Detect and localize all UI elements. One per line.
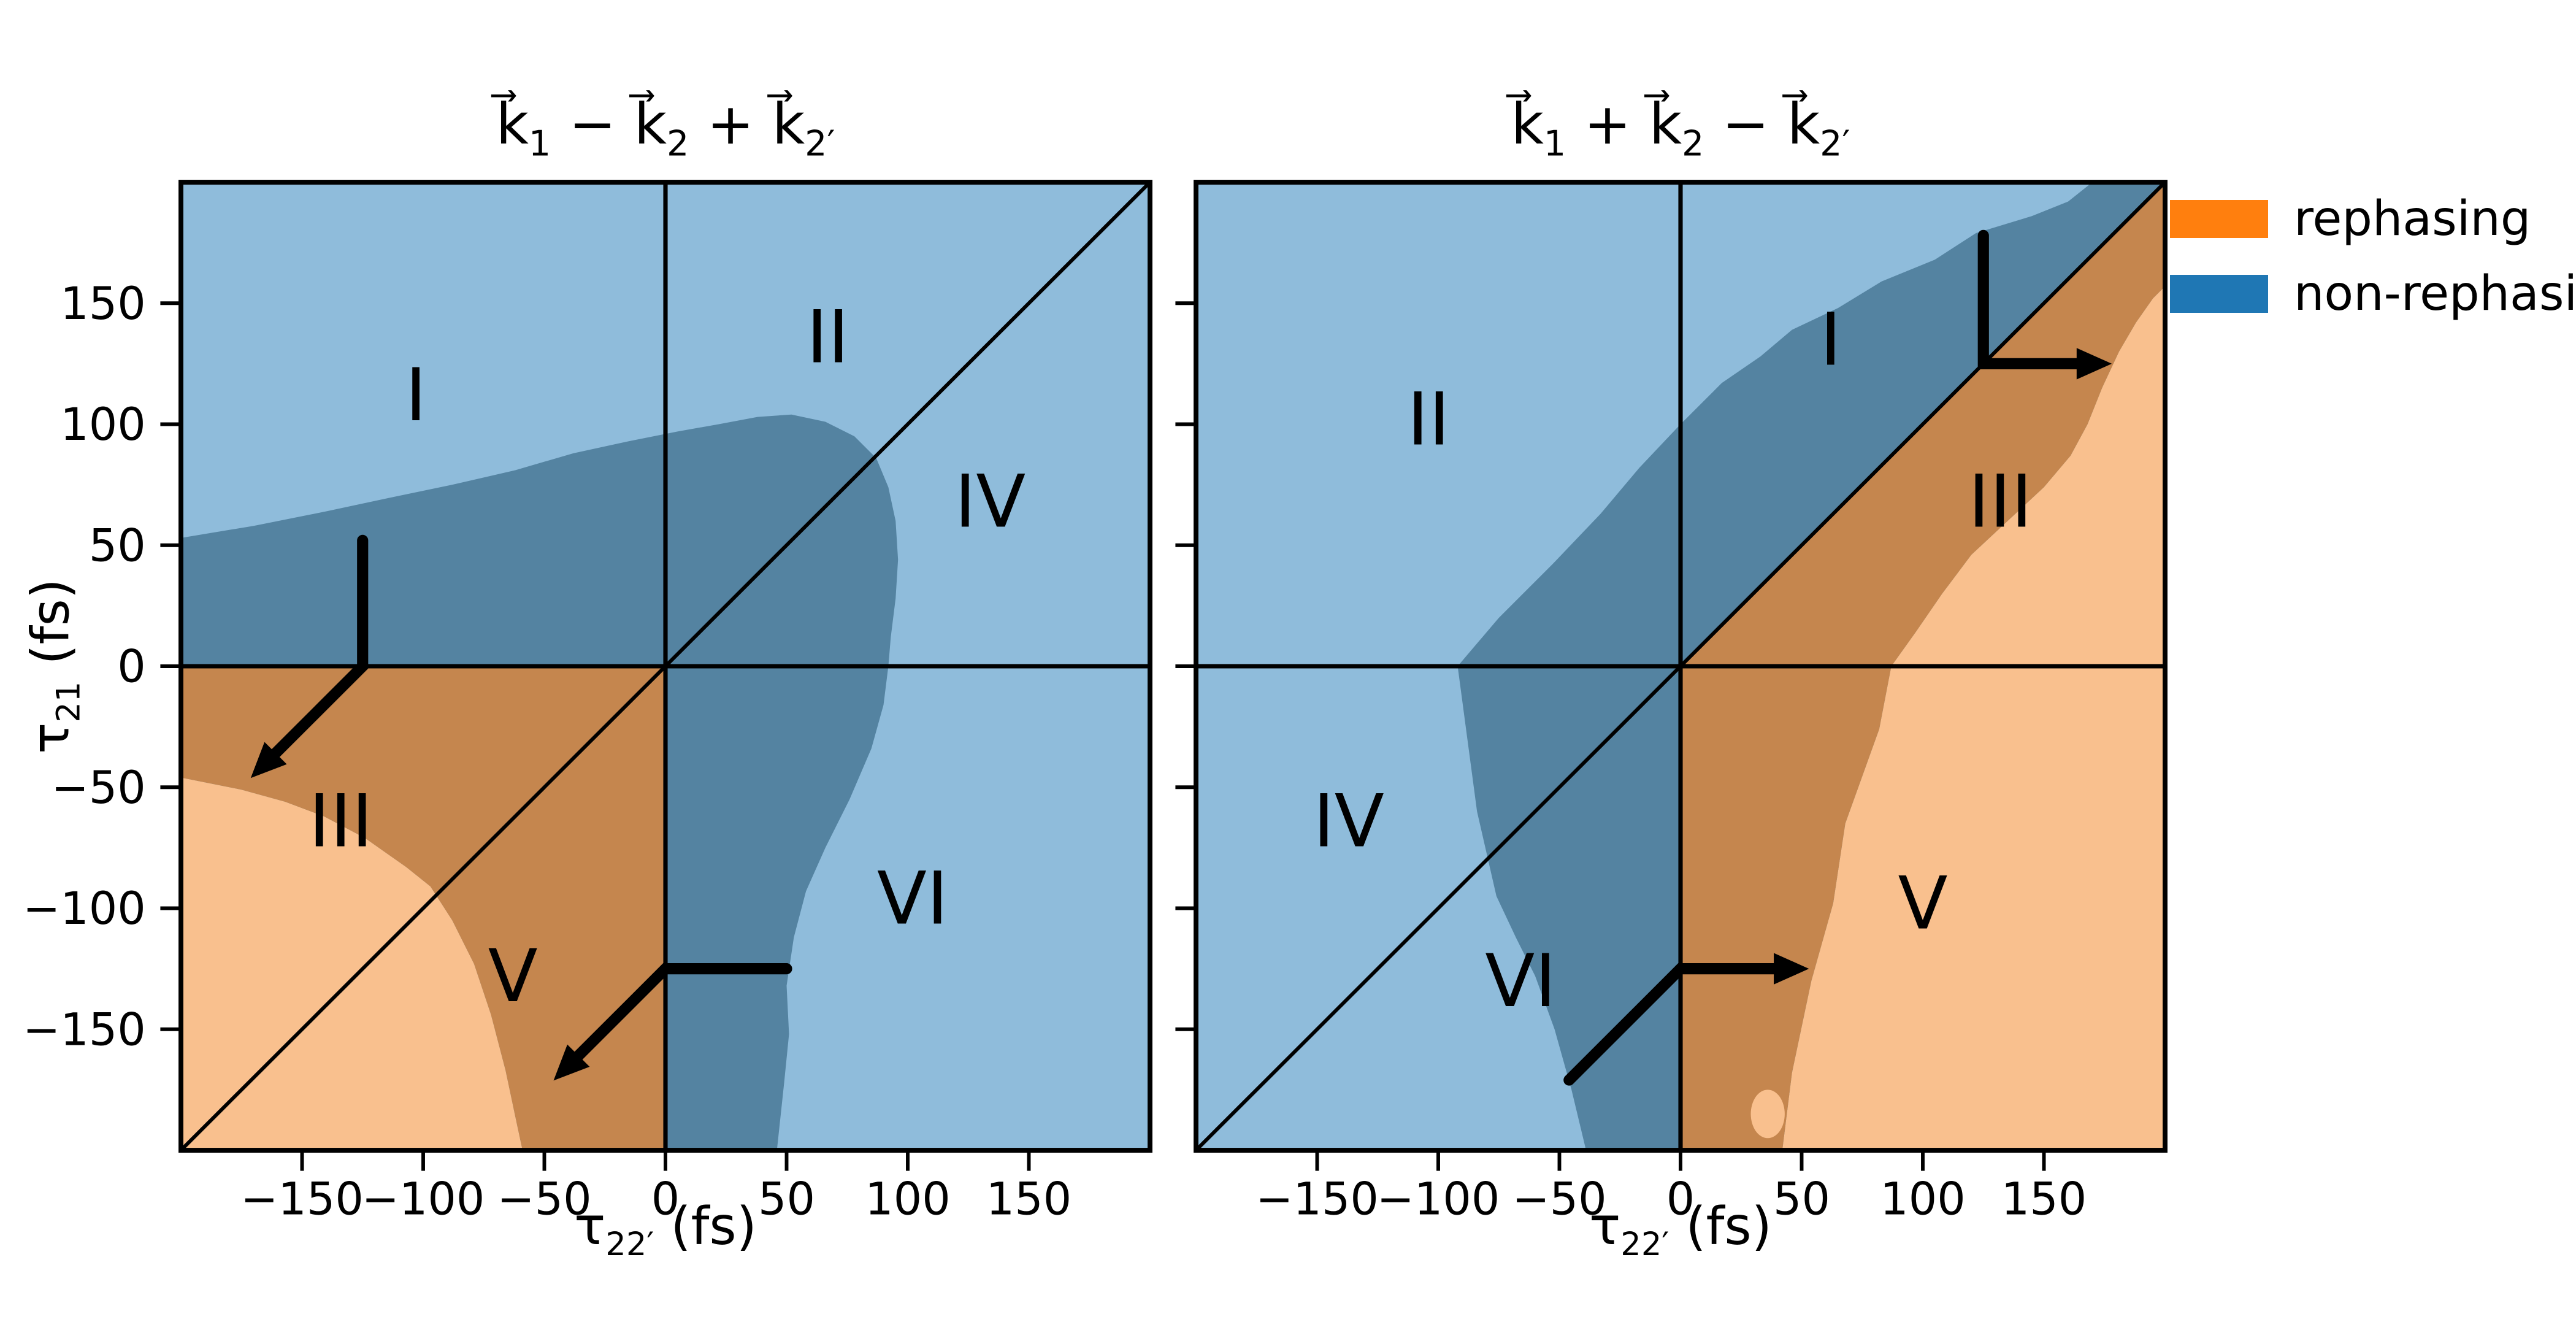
x-tick-label: 0	[1666, 1174, 1695, 1226]
left-panel-title: k⃗1 − k⃗2 + k⃗2′	[181, 93, 1150, 163]
right-title-token-text: k⃗	[1649, 91, 1682, 157]
legend-swatch-non-rephasing	[2170, 275, 2268, 313]
xlabel-token-text: (fs)	[1669, 1196, 1772, 1257]
region-label-II: II	[807, 295, 849, 380]
arrow-head	[553, 1044, 590, 1081]
pulse-sequence-arrow	[570, 963, 792, 1064]
pulse-sequence-arrow	[267, 534, 369, 762]
region-label-II: II	[1407, 377, 1450, 462]
left-title-token-sub: 1	[528, 123, 551, 164]
region-label-IV: IV	[954, 459, 1025, 544]
xlabel-token-text: τ	[574, 1196, 606, 1257]
left-title-token-text: −	[551, 91, 634, 157]
y-tick-label: −150	[23, 1004, 146, 1056]
x-tick-label: −50	[1512, 1174, 1606, 1226]
pulse-sequence-arrow	[1977, 229, 2086, 369]
y-tick-label: 150	[60, 278, 145, 330]
left-title-token-text: +	[689, 91, 772, 157]
x-tick-label: 0	[651, 1174, 680, 1226]
xlabel-token-sub: 22′	[1620, 1226, 1669, 1263]
x-tick-label: 50	[1773, 1174, 1830, 1226]
ylabel-token-sub: 21	[50, 681, 88, 723]
ylabel-token-text: (fs)	[20, 579, 82, 682]
x-tick-label: −150	[1255, 1174, 1379, 1226]
arrow-head	[2076, 348, 2112, 380]
right-title-token-text: −	[1704, 91, 1787, 157]
arrow-head	[250, 742, 287, 778]
region-label-VI: VI	[1485, 939, 1556, 1023]
x-tick-label: 50	[758, 1174, 815, 1226]
pulse-overlap-region-orange	[181, 666, 665, 1150]
y-tick-label: −50	[52, 762, 146, 814]
arrow-head	[1774, 953, 1809, 985]
x-tick-label: 100	[865, 1174, 950, 1226]
x-tick-label: −100	[362, 1174, 485, 1226]
region-label-V: V	[488, 934, 538, 1018]
region-label-IV: IV	[1313, 779, 1384, 864]
region-label-III: III	[309, 779, 373, 864]
right-panel-title: k⃗1 + k⃗2 − k⃗2′	[1196, 93, 2165, 163]
y-tick-label: 0	[117, 641, 145, 693]
x-tick-label: −150	[240, 1174, 364, 1226]
right-title-token-sub: 2′	[1820, 123, 1850, 164]
region-label-I: I	[405, 353, 427, 437]
y-tick-label: 50	[89, 520, 146, 572]
legend-label: rephasing	[2294, 191, 2531, 247]
region-label-I: I	[1820, 297, 1841, 382]
contour-island	[1750, 1090, 1785, 1139]
x-axis-label-left: τ22′ (fs)	[181, 1196, 1150, 1263]
left-title-token-text: k⃗	[634, 91, 667, 157]
right-title-token-text: k⃗	[1511, 91, 1544, 157]
y-tick-label: 100	[60, 399, 145, 451]
legend: rephasing non-rephasing	[2170, 195, 2576, 345]
x-axis-label-right: τ22′ (fs)	[1196, 1196, 2165, 1263]
y-tick-label: −100	[23, 883, 146, 935]
left-title-token-text: k⃗	[772, 91, 805, 157]
x-tick-label: 150	[2001, 1174, 2087, 1226]
right-title-token-text: k⃗	[1787, 91, 1820, 157]
right-title-token-text: +	[1566, 91, 1649, 157]
legend-item-rephasing: rephasing	[2170, 195, 2576, 243]
x-tick-label: 100	[1880, 1174, 1965, 1226]
ylabel-token-text: τ	[20, 722, 82, 754]
left-title-token-text: k⃗	[496, 91, 529, 157]
right-title-token-sub: 1	[1543, 123, 1566, 164]
legend-item-non-rephasing: non-rephasing	[2170, 270, 2576, 318]
region-label-V: V	[1898, 861, 1947, 946]
left-title-token-sub: 2′	[805, 123, 835, 164]
y-axis-label: τ21 (fs)	[21, 579, 88, 754]
region-label-III: III	[1968, 459, 2033, 544]
left-title-token-sub: 2	[667, 123, 689, 164]
pulse-sequence-arrow	[1563, 963, 1784, 1086]
right-title-token-sub: 2	[1682, 123, 1704, 164]
legend-label: non-rephasing	[2294, 266, 2576, 321]
x-tick-label: −100	[1377, 1174, 1500, 1226]
legend-swatch-rephasing	[2170, 200, 2268, 238]
x-tick-label: −50	[497, 1174, 591, 1226]
xlabel-token-text: τ	[1589, 1196, 1621, 1257]
x-tick-label: 150	[986, 1174, 1071, 1226]
region-label-VI: VI	[877, 856, 948, 941]
xlabel-token-text: (fs)	[654, 1196, 757, 1257]
xlabel-token-sub: 22′	[605, 1226, 654, 1263]
